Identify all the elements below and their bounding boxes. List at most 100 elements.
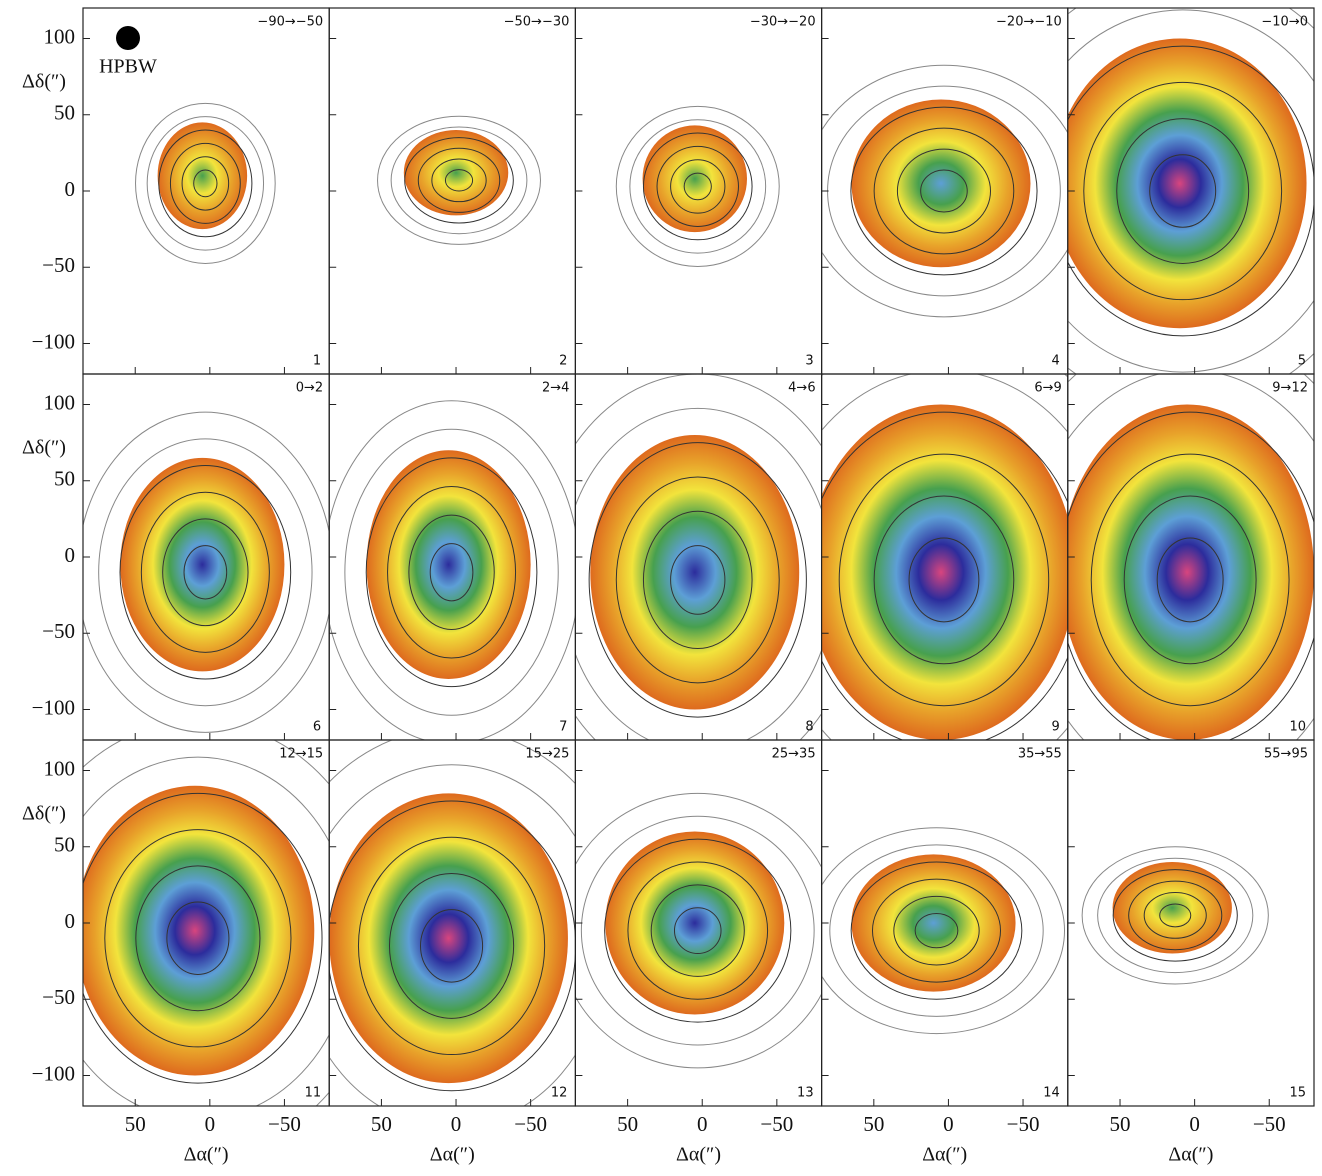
map	[985, 0, 1322, 408]
panel: 2→4 7	[324, 374, 580, 744]
emission	[605, 832, 784, 1015]
panel: 4→6 8	[535, 374, 861, 786]
y-tick-label: −50	[42, 619, 75, 643]
panel: 0→2 6 100 50 0 −50 −100 Δδ(″)	[22, 374, 333, 740]
map	[808, 828, 1064, 1034]
y-tick-label: −100	[32, 695, 75, 719]
emission	[1113, 862, 1232, 954]
y-tick-label: 50	[54, 833, 75, 857]
emission	[590, 435, 799, 710]
x-tick-label: 0	[697, 1112, 708, 1136]
x-tick-label: −50	[1007, 1112, 1040, 1136]
panel: 55→95 15 50 0 −50 Δα(″)	[1068, 740, 1314, 1166]
emission	[1060, 405, 1314, 741]
beam-label: HPBW	[99, 56, 157, 78]
panel-number: 14	[1043, 1086, 1060, 1101]
y-axis-label: Δδ(″)	[22, 803, 66, 825]
y-tick-label: 0	[65, 909, 76, 933]
panel: 25→35 13 50 0 −50 Δα(″)	[558, 740, 837, 1166]
velocity-label: −10→0	[1261, 15, 1308, 30]
y-tick-label: 100	[44, 24, 76, 48]
x-tick-label: 0	[1189, 1112, 1200, 1136]
map	[136, 103, 276, 263]
panel-number: 15	[1289, 1086, 1306, 1101]
panel-number: 2	[559, 354, 567, 369]
velocity-label: 6→9	[1034, 381, 1061, 396]
panel-number: 6	[313, 720, 321, 735]
y-tick-label: −50	[42, 985, 75, 1009]
x-tick-label: −50	[760, 1112, 793, 1136]
x-tick-label: −50	[514, 1112, 547, 1136]
x-axis-label: Δα(″)	[676, 1144, 721, 1166]
map	[378, 116, 541, 244]
x-tick-label: 50	[1110, 1112, 1131, 1136]
x-axis-label: Δα(″)	[430, 1144, 475, 1166]
emission	[851, 854, 1015, 991]
velocity-label: −20→−10	[996, 15, 1062, 30]
x-tick-label: 0	[205, 1112, 216, 1136]
y-tick-label: 50	[54, 467, 75, 491]
panel: −90→−50 1 100 50 0 −50 −100 Δδ(″) HPBW	[22, 8, 329, 374]
velocity-label: 15→25	[525, 747, 569, 762]
velocity-label: 55→95	[1264, 747, 1308, 762]
y-tick-label: −100	[32, 329, 75, 353]
velocity-label: 35→55	[1018, 747, 1062, 762]
velocity-label: 9→12	[1272, 381, 1308, 396]
panel-number: 1	[313, 354, 321, 369]
velocity-label: −90→−50	[257, 15, 323, 30]
velocity-label: −30→−20	[750, 15, 816, 30]
emission	[807, 405, 1076, 741]
velocity-label: 25→35	[772, 747, 816, 762]
beam	[116, 26, 140, 50]
panel-number: 12	[551, 1086, 568, 1101]
panel-number: 10	[1289, 720, 1306, 735]
y-tick-label: 100	[44, 390, 76, 414]
x-axis-label: Δα(″)	[184, 1144, 229, 1166]
panel-number: 7	[559, 720, 567, 735]
y-axis-label: Δδ(″)	[22, 437, 66, 459]
x-tick-label: −50	[1253, 1112, 1286, 1136]
map	[77, 412, 333, 732]
x-tick-label: 50	[863, 1112, 884, 1136]
panel-number: 4	[1052, 354, 1060, 369]
y-tick-label: 0	[65, 177, 76, 201]
panel: −50→−302	[329, 8, 575, 374]
y-tick-label: 50	[54, 101, 75, 125]
map	[616, 106, 779, 266]
panel-number: 9	[1052, 720, 1060, 735]
x-tick-label: 0	[451, 1112, 462, 1136]
velocity-label: 12→15	[279, 747, 323, 762]
x-tick-label: 50	[125, 1112, 146, 1136]
x-tick-label: −50	[268, 1112, 301, 1136]
emission	[643, 125, 747, 232]
map	[12, 721, 384, 1156]
panel: −20→−10 4	[804, 8, 1083, 374]
map	[1082, 847, 1268, 984]
y-tick-label: −100	[32, 1061, 75, 1085]
velocity-label: 2→4	[542, 381, 569, 396]
panel-number: 8	[805, 720, 813, 735]
emission	[851, 100, 1030, 268]
panel: −30→−20 3	[575, 8, 821, 374]
velocity-label: 4→6	[788, 381, 815, 396]
panel-number: 11	[305, 1086, 322, 1101]
map	[558, 793, 837, 1068]
panel: 35→5514500−50Δα(″)	[808, 740, 1067, 1166]
x-tick-label: 50	[371, 1112, 392, 1136]
panel-number: 5	[1298, 354, 1306, 369]
velocity-label: 0→2	[296, 381, 323, 396]
panel-number: 13	[797, 1086, 814, 1101]
panel-number: 3	[805, 354, 813, 369]
y-tick-label: −50	[42, 253, 75, 277]
y-tick-label: 100	[44, 756, 76, 780]
x-axis-label: Δα(″)	[1168, 1144, 1213, 1166]
panel: 12→15 11 100 50 0 −50 −100 50 0 −50 Δδ(″) Δα(″)	[12, 721, 384, 1166]
y-axis-label: Δδ(″)	[22, 71, 66, 93]
x-tick-label: 0	[943, 1112, 954, 1136]
figure: −90→−501100500−50−100Δδ(″)HPBW−50→−302−3…	[0, 0, 1322, 1176]
panel: −10→0 5	[985, 0, 1322, 408]
map	[324, 401, 580, 744]
x-tick-label: 50	[617, 1112, 638, 1136]
y-tick-label: 0	[65, 543, 76, 567]
map	[804, 65, 1083, 317]
